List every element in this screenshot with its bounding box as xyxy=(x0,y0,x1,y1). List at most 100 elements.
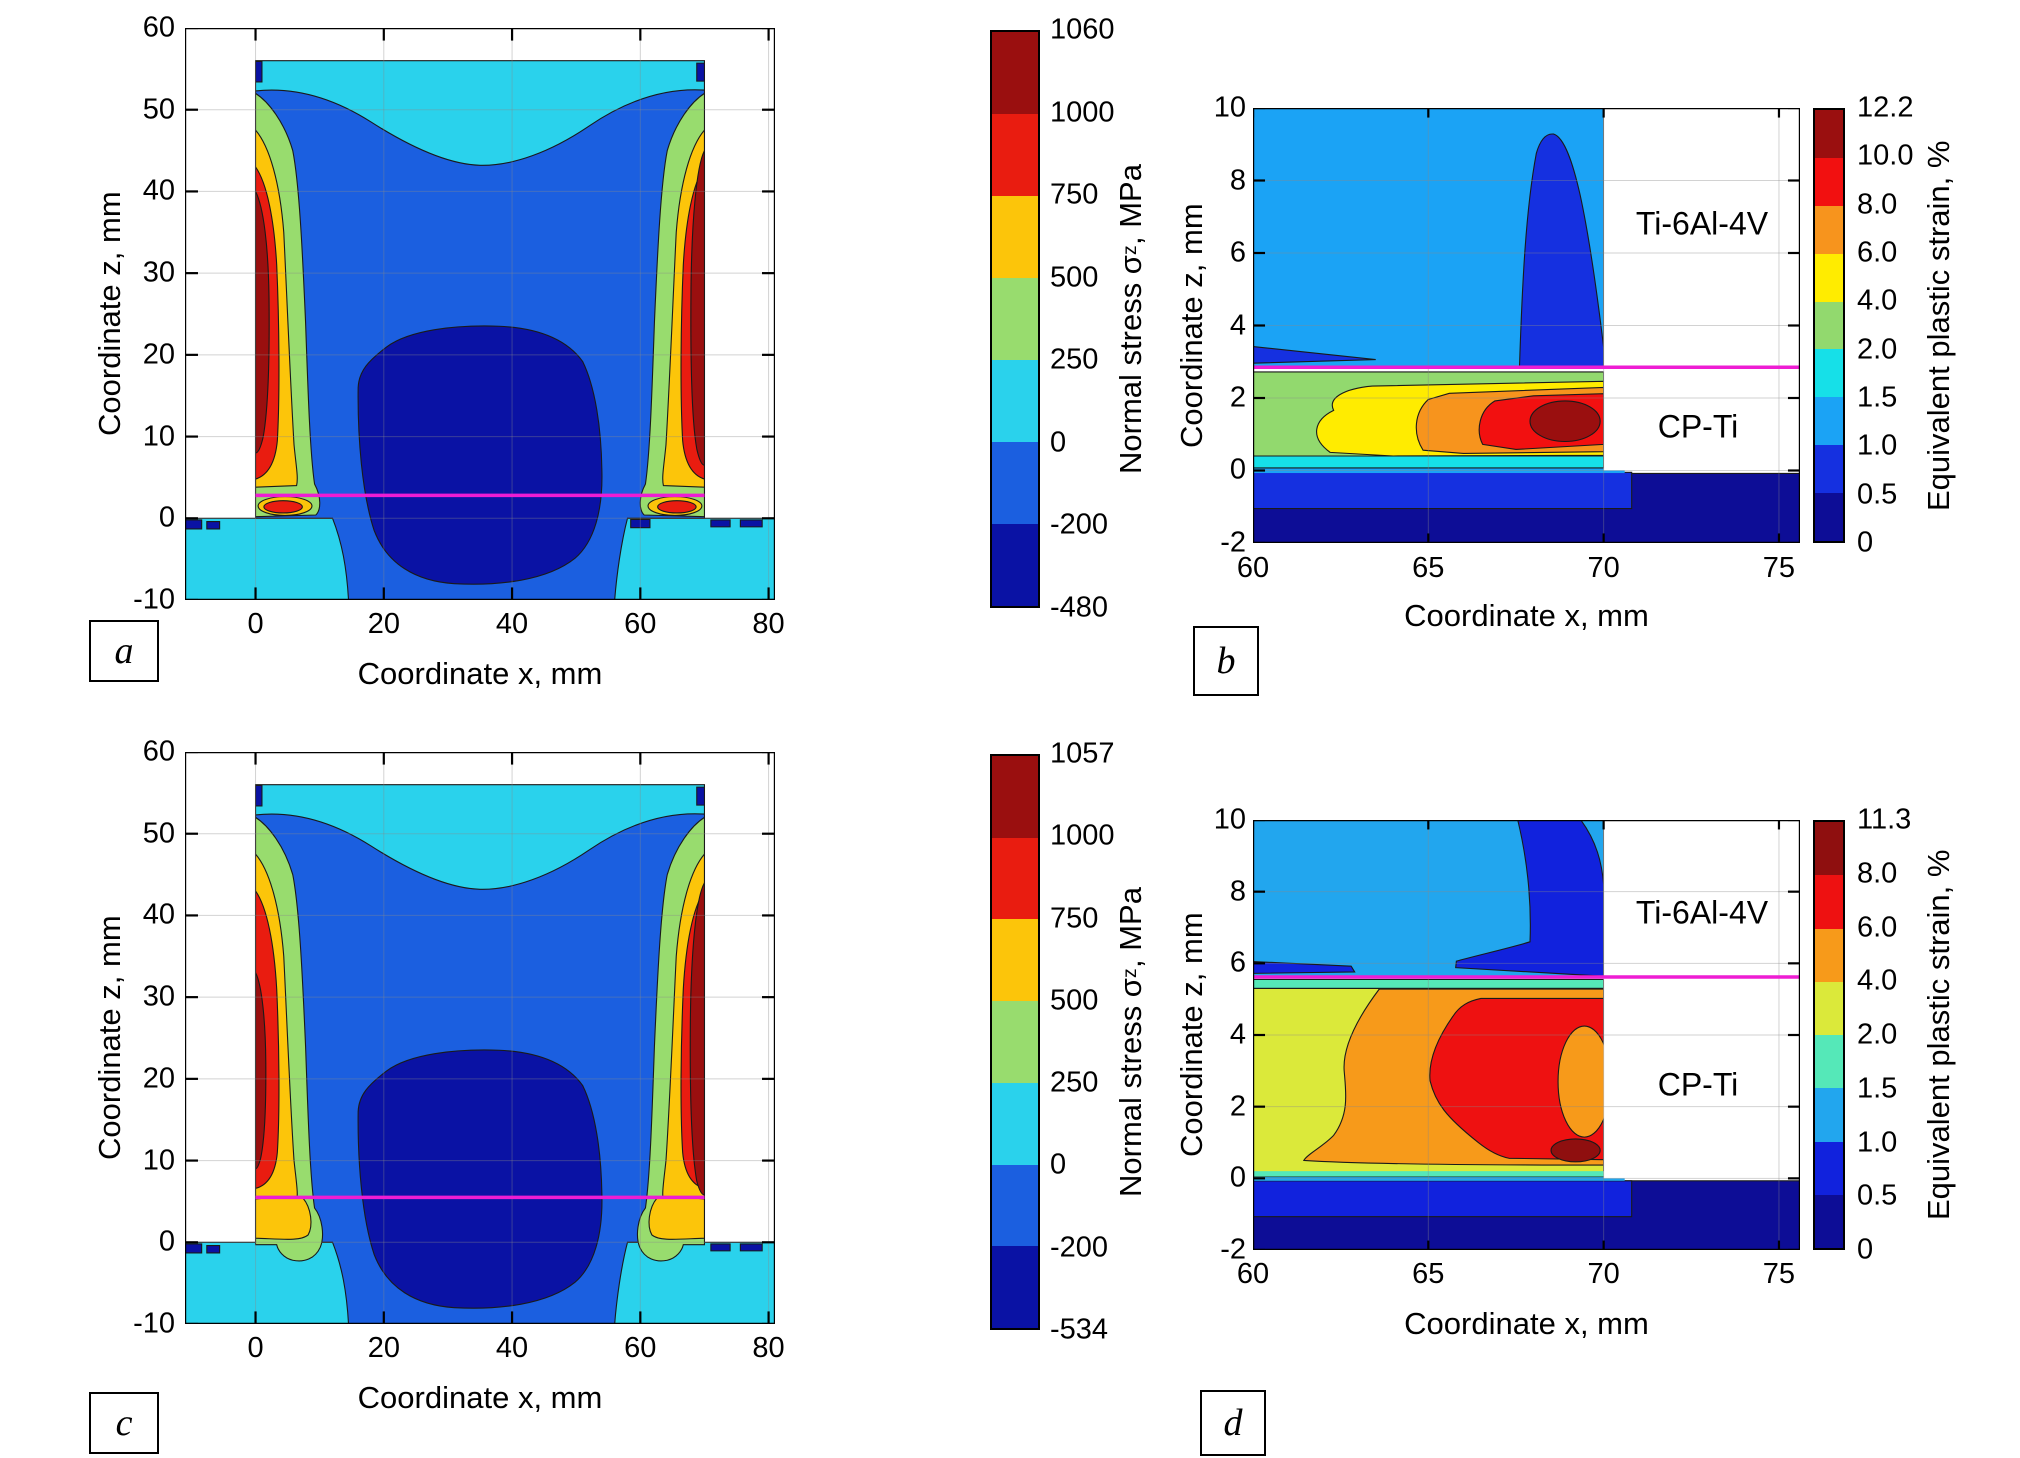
colorbar-tick-label: 0 xyxy=(1857,1233,1874,1266)
y-tick-label: -10 xyxy=(133,583,175,616)
y-tick-label: 20 xyxy=(142,1062,175,1095)
x-tick-label: 80 xyxy=(752,608,785,640)
colorbar-title-text: Equivalent plastic strain, % xyxy=(1921,849,1956,1221)
colorbar-band xyxy=(992,1164,1038,1247)
y-tick-label: 8 xyxy=(1229,164,1246,196)
y-tick-label: 10 xyxy=(1213,91,1246,124)
compression-dash xyxy=(740,1244,762,1251)
colorbar-band xyxy=(1815,493,1843,542)
colorbar-c-labels: 1057 1000 750 500 250 0 -200 -534 xyxy=(1050,738,1145,1346)
colorbar-tick-label: 11.3 xyxy=(1857,803,1912,836)
panel-letter-text: c xyxy=(115,1402,133,1444)
compression-dash xyxy=(207,1246,220,1253)
material-label-ti64: Ti-6Al-4V xyxy=(1635,205,1769,242)
colorbar-tick-label: -200 xyxy=(1050,508,1109,541)
colorbar-band xyxy=(992,442,1038,524)
colorbar-band xyxy=(1815,1141,1843,1195)
colorbar-band xyxy=(992,196,1038,278)
substrate-strain-band xyxy=(1253,1181,1632,1217)
colorbar-band xyxy=(1815,445,1843,494)
strain-6-8-band xyxy=(1430,998,1604,1159)
zero-line-strain-strip xyxy=(1253,1176,1625,1181)
colorbar-a xyxy=(990,30,1040,608)
x-tick-label: 70 xyxy=(1587,552,1620,584)
colorbar-band xyxy=(1815,822,1843,876)
panel-letter-c: c xyxy=(89,1392,159,1454)
strain-peak-spot xyxy=(1551,1139,1600,1162)
y-tick-label: 4 xyxy=(1229,309,1246,341)
colorbar-tick-label: 12.2 xyxy=(1857,91,1914,124)
colorbar-tick-label: 1057 xyxy=(1050,737,1115,770)
low-strain-sliver xyxy=(1253,962,1355,974)
compression-dash xyxy=(631,520,650,528)
compression-notch xyxy=(256,62,262,82)
tension-peak-right xyxy=(691,151,705,466)
x-tick-label: 40 xyxy=(495,1332,529,1364)
low-strain-column xyxy=(1456,820,1604,976)
y-tick-label: 2 xyxy=(1229,381,1246,414)
compression-dash xyxy=(740,520,762,527)
y-tick-label: 8 xyxy=(1229,875,1246,908)
colorbar-tick-label: 0 xyxy=(1050,1148,1067,1181)
unfilled-region-mask xyxy=(1603,820,1800,1179)
corner-red-blob-right xyxy=(658,501,696,513)
colorbar-band xyxy=(992,360,1038,442)
y-axis-ticks: 60 50 40 30 20 10 0 -10 xyxy=(103,736,175,1340)
y-tick-label: 30 xyxy=(142,980,175,1013)
colorbar-b-title: Equivalent plastic strain, % xyxy=(1916,108,1962,543)
colorbar-band xyxy=(1815,875,1843,929)
y-axis-ticks: 60 50 40 30 20 10 0 -10 xyxy=(103,12,175,616)
material-label-cpti: CP-Ti xyxy=(1657,1066,1739,1103)
y-tick-label: 40 xyxy=(142,898,175,931)
colorbar-tick-label: 2.0 xyxy=(1857,1018,1898,1051)
x-tick-label: 65 xyxy=(1412,552,1445,584)
colorbar-band xyxy=(992,1001,1038,1083)
contour-plot-d xyxy=(1253,820,1800,1250)
tension-peak-left xyxy=(256,191,270,452)
x-tick-label: 60 xyxy=(1236,1258,1270,1290)
colorbar-band xyxy=(1815,1035,1843,1089)
zero-line-strain-strip xyxy=(1253,467,1625,474)
colorbar-title-text: Normal stress σ xyxy=(1113,254,1148,474)
colorbar-tick-label: 250 xyxy=(1050,343,1099,376)
x-tick-label: 80 xyxy=(752,1332,785,1364)
unfilled-region-mask xyxy=(1603,108,1800,471)
x-axis-ticks: 60 65 70 75 xyxy=(1237,1258,1800,1298)
x-axis-ticks: 0 20 40 60 80 xyxy=(185,608,784,648)
colorbar-b xyxy=(1813,108,1845,543)
y-axis-ticks: 10 8 6 4 2 0 -2 xyxy=(1198,92,1246,559)
x-tick-label: 75 xyxy=(1762,1258,1796,1290)
colorbar-title-subscript: z xyxy=(1120,968,1141,978)
colorbar-band xyxy=(1815,397,1843,446)
colorbar-band xyxy=(1815,157,1843,206)
corner-red-blob-left xyxy=(264,501,302,513)
colorbar-band xyxy=(1815,301,1843,350)
panel-letter-text: d xyxy=(1223,1402,1243,1444)
tension-peak-left xyxy=(256,973,266,1169)
low-strain-wedge xyxy=(1253,347,1376,364)
corner-yellow-blob-right xyxy=(649,1197,704,1239)
colorbar-d-title: Equivalent plastic strain, % xyxy=(1916,820,1962,1250)
x-tick-label: 60 xyxy=(1236,552,1270,584)
colorbar-title-text: Equivalent plastic strain, % xyxy=(1921,140,1956,511)
colorbar-band xyxy=(992,114,1038,196)
x-tick-label: 20 xyxy=(367,1332,400,1364)
colorbar-tick-label: 750 xyxy=(1050,178,1099,211)
colorbar-tick-label: 1.5 xyxy=(1857,381,1898,414)
compressive-core-region xyxy=(358,326,602,584)
colorbar-band xyxy=(992,756,1038,838)
x-tick-label: 65 xyxy=(1412,1258,1445,1290)
compression-dash xyxy=(711,520,730,527)
colorbar-d xyxy=(1813,820,1845,1250)
y-tick-label: 10 xyxy=(1213,803,1246,836)
strain-1p5-strip-bottom xyxy=(1253,1171,1604,1177)
axes-decoration xyxy=(185,752,775,1324)
compression-notch xyxy=(697,63,705,81)
colorbar-tick-label: 1000 xyxy=(1050,96,1115,129)
colorbar-band xyxy=(1815,1088,1843,1142)
y-tick-label: 60 xyxy=(142,735,175,768)
inner-orange-island xyxy=(1558,1026,1611,1137)
colorbar-band xyxy=(992,919,1038,1002)
y-tick-label: 10 xyxy=(142,1144,175,1177)
